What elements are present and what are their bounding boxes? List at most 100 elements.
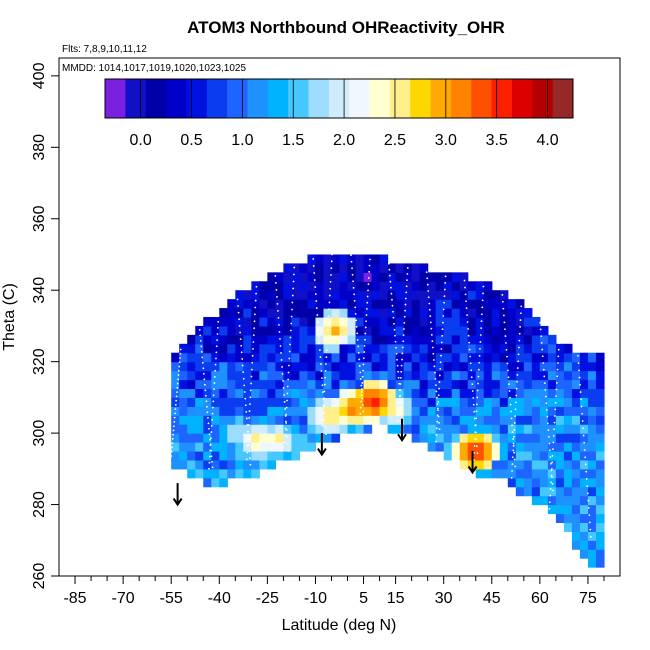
heatmap-cell (379, 397, 389, 407)
heatmap-cell (219, 477, 228, 488)
heatmap-cell (395, 334, 405, 345)
heatmap-cell (267, 352, 276, 363)
heatmap-cell (579, 486, 589, 497)
track-point (356, 332, 359, 335)
track-point (243, 391, 246, 393)
track-point (542, 368, 545, 371)
heatmap-cell (267, 442, 276, 452)
heatmap-cell (283, 370, 293, 381)
heatmap-cell (475, 442, 485, 452)
track-point (511, 463, 514, 466)
heatmap-cell (587, 486, 597, 497)
track-point (253, 327, 256, 330)
track-point (249, 403, 251, 406)
heatmap-cell (307, 442, 317, 452)
heatmap-cell (299, 370, 309, 381)
heatmap-cell (363, 263, 373, 273)
heatmap-cell (491, 290, 501, 300)
heatmap-cell (195, 361, 204, 372)
heatmap-cell (275, 317, 284, 327)
track-point (354, 306, 357, 309)
track-point (358, 358, 361, 361)
track-point (285, 429, 288, 431)
heatmap-cell (275, 299, 284, 309)
heatmap-cell (315, 388, 325, 398)
track-point (317, 328, 320, 330)
heatmap-cell (179, 388, 188, 398)
track-point (364, 338, 366, 341)
heatmap-cell (451, 406, 461, 416)
heatmap-cell (443, 433, 453, 443)
track-point (328, 301, 331, 304)
track-point (444, 282, 447, 284)
heatmap-cell (283, 352, 293, 363)
track-point (217, 314, 220, 317)
heatmap-cell (475, 406, 485, 416)
heatmap-cell (211, 397, 220, 407)
heatmap-cell (195, 424, 204, 434)
heatmap-cell (363, 352, 373, 363)
heatmap-cell (275, 352, 284, 363)
x-tick-label: 75 (579, 590, 597, 607)
track-point (357, 345, 360, 348)
heatmap-cell (467, 281, 477, 291)
heatmap-cell (371, 272, 381, 282)
track-point (325, 349, 328, 352)
track-point (543, 382, 546, 385)
heatmap-cell (387, 424, 397, 434)
track-point (325, 433, 327, 436)
heatmap-cell (235, 406, 244, 416)
heatmap-cell (347, 281, 357, 291)
heatmap-cell (179, 352, 188, 363)
heatmap-cell (347, 317, 357, 327)
track-point (404, 303, 407, 306)
track-point (587, 499, 590, 502)
track-point (552, 435, 555, 437)
heatmap-cell (235, 299, 244, 309)
track-point (355, 325, 358, 328)
track-point (393, 328, 396, 331)
track-point (365, 320, 368, 323)
heatmap-cell (371, 388, 381, 398)
track-point (434, 377, 437, 380)
heatmap-cell (443, 379, 453, 390)
heatmap-cell (539, 361, 549, 372)
heatmap-cell (363, 281, 373, 291)
heatmap-cell (395, 415, 405, 425)
heatmap-cell (459, 388, 469, 398)
heatmap-cell (499, 406, 509, 416)
heatmap-cell (571, 406, 581, 416)
heatmap-cell (235, 397, 244, 407)
track-point (289, 329, 292, 332)
track-point (481, 299, 484, 302)
track-point (442, 308, 445, 311)
heatmap-cell (523, 361, 533, 372)
heatmap-cell (219, 325, 228, 336)
colorbar: 0.0 0.5 1.0 1.5 2.0 2.5 3.0 3.5 4.0 (104, 78, 574, 149)
track-point (475, 438, 478, 441)
heatmap-cell (387, 397, 397, 407)
colorbar-tick-label: 1.0 (231, 132, 253, 149)
heatmap-cell (483, 379, 493, 390)
track-point (510, 417, 513, 420)
track-point (320, 370, 323, 372)
heatmap-cell (419, 281, 429, 291)
track-point (400, 406, 403, 409)
heatmap-cell (483, 290, 493, 300)
heatmap-cell (419, 361, 429, 372)
heatmap-cell (203, 406, 212, 416)
heatmap-cell (211, 317, 220, 327)
track-point (436, 403, 439, 405)
track-point (287, 450, 290, 452)
colorbar-tick-label: 4.0 (536, 132, 558, 149)
track-point (428, 302, 431, 305)
track-point (585, 470, 588, 473)
heatmap-cell (339, 397, 349, 407)
heatmap-cell (171, 406, 180, 416)
track-point (443, 301, 445, 304)
track-point (464, 293, 467, 296)
heatmap-cell (363, 397, 373, 407)
heatmap-cell (227, 361, 236, 372)
heatmap-cell (227, 433, 236, 443)
track-point (512, 449, 515, 452)
